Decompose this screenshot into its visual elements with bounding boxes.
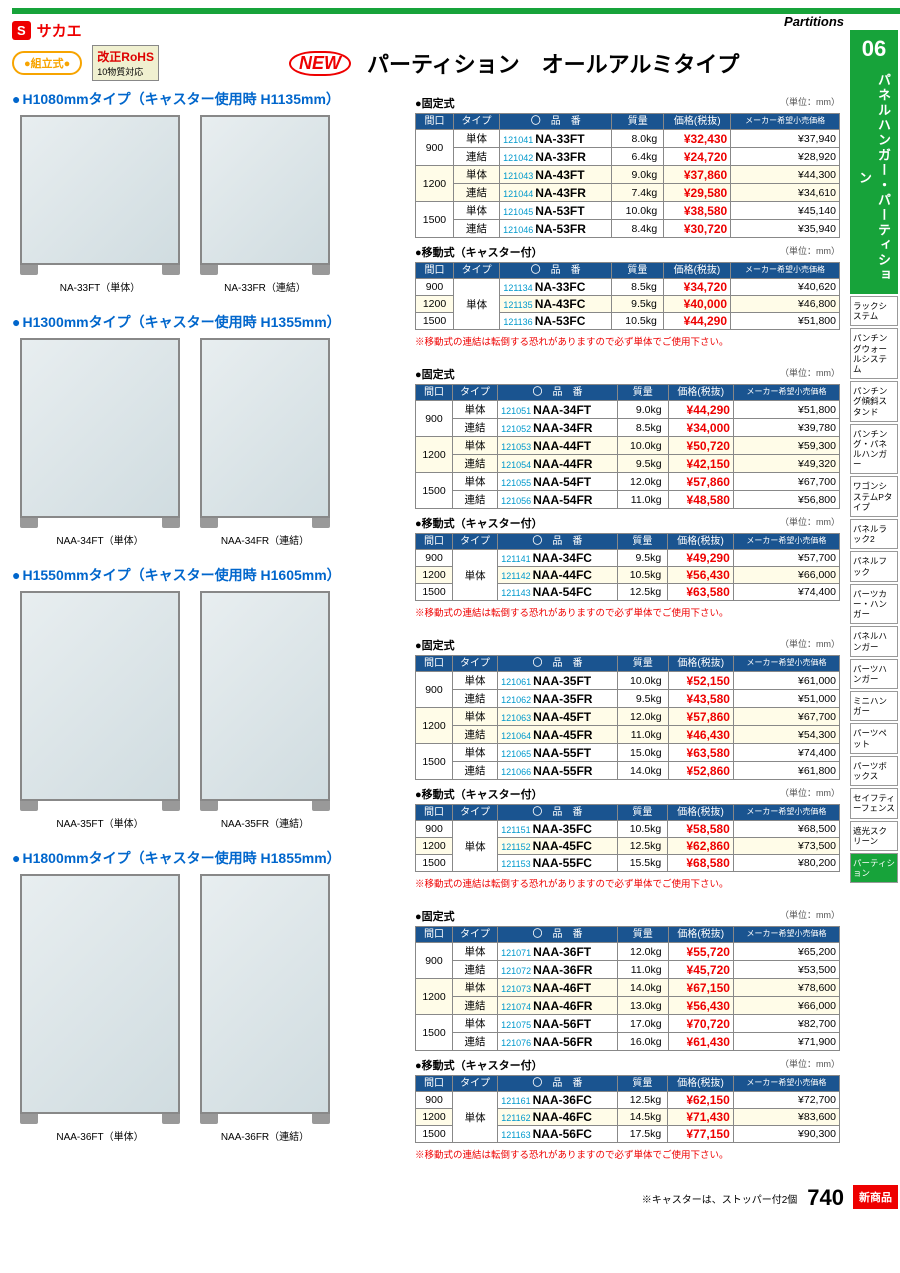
product-row: 連結121056NAA-54FR11.0kg¥48,580¥56,800	[416, 491, 840, 509]
mobile-warning: ※移動式の連結は転倒する恐れがありますので必ず単体でご使用下さい。	[415, 876, 840, 890]
new-badge: NEW	[289, 51, 351, 76]
product-row: 連結121044NA-43FR7.4kg¥29,580¥34,610	[416, 184, 840, 202]
panel-diagram: NAA-34FT（単体）	[20, 338, 180, 547]
product-row: 連結121076NAA-56FR16.0kg¥61,430¥71,900	[416, 1033, 840, 1051]
product-row: 1200単体121073NAA-46FT14.0kg¥67,150¥78,600	[416, 979, 840, 997]
product-row: 1200単体121053NAA-44FT10.0kg¥50,720¥59,300	[416, 437, 840, 455]
panel-diagram: NAA-34FR（連結）	[200, 338, 330, 547]
mobile-warning: ※移動式の連結は転倒する恐れがありますので必ず単体でご使用下さい。	[415, 1147, 840, 1161]
fixed-table-1: 間口タイプ〇 品 番質量価格(税抜)メーカー希望小売価格900単体121051N…	[415, 384, 840, 509]
fixed-label: ●固定式（単位：mm）	[415, 95, 840, 111]
panel-diagram: NAA-36FT（単体）	[20, 874, 180, 1143]
sidebar-tab-4[interactable]: ワゴンシステムPタイプ	[850, 476, 898, 517]
product-row: 1500単体121065NAA-55FT15.0kg¥63,580¥74,400	[416, 744, 840, 762]
product-row: 1200単体121043NA-43FT9.0kg¥37,860¥44,300	[416, 166, 840, 184]
sidebar-tab-9[interactable]: パーツハンガー	[850, 659, 898, 689]
brand-name: サカエ	[37, 20, 82, 41]
panel-diagram: NAA-35FR（連結）	[200, 591, 330, 830]
product-row: 1200単体121063NAA-45FT12.0kg¥57,860¥67,700	[416, 708, 840, 726]
product-row: 連結121052NAA-34FR8.5kg¥34,000¥39,780	[416, 419, 840, 437]
product-row: 1500単体121045NA-53FT10.0kg¥38,580¥45,140	[416, 202, 840, 220]
page-title: パーティション オールアルミタイプ	[367, 47, 739, 79]
section-title: パネルハンガー・パーティション	[855, 68, 893, 288]
sidebar-tab-5[interactable]: パネルラック2	[850, 519, 898, 549]
product-row: 連結121046NA-53FR8.4kg¥30,720¥35,940	[416, 220, 840, 238]
mobile-label: ●移動式（キャスター付）（単位：mm）	[415, 1057, 840, 1073]
product-row: 連結121072NAA-36FR11.0kg¥45,720¥53,500	[416, 961, 840, 979]
fixed-table-0: 間口タイプ〇 品 番質量価格(税抜)メーカー希望小売価格900単体121041N…	[415, 113, 840, 238]
product-row: 900単体121041NA-33FT8.0kg¥32,430¥37,940	[416, 130, 840, 148]
mobile-warning: ※移動式の連結は転倒する恐れがありますので必ず単体でご使用下さい。	[415, 605, 840, 619]
top-green-bar	[12, 8, 900, 14]
side-tabs: 06 パネルハンガー・パーティション ラックシステムパンチングウォールシステムパ…	[850, 30, 898, 883]
mobile-table-0: 間口タイプ〇 品 番質量価格(税抜)メーカー希望小売価格900単体121134N…	[415, 262, 840, 330]
fixed-label: ●固定式（単位：mm）	[415, 908, 840, 924]
panel-diagram: NA-33FR（連結）	[200, 115, 330, 294]
product-row: 連結121074NAA-46FR13.0kg¥56,430¥66,000	[416, 997, 840, 1015]
sidebar-tab-12[interactable]: パーツボックス	[850, 756, 898, 786]
product-row: 900単体121061NAA-35FT10.0kg¥52,150¥61,000	[416, 672, 840, 690]
section-heading-2: H1550mmタイプ（キャスター使用時 H1605mm）	[12, 565, 407, 585]
sidebar-tab-3[interactable]: パンチング・パネルハンガー	[850, 424, 898, 475]
product-row: 連結121062NAA-35FR9.5kg¥43,580¥51,000	[416, 690, 840, 708]
section-heading-0: H1080mmタイプ（キャスター使用時 H1135mm）	[12, 89, 407, 109]
panel-diagram: NAA-36FR（連結）	[200, 874, 330, 1143]
section-number: 06	[852, 36, 896, 62]
product-row: 連結121042NA-33FR6.4kg¥24,720¥28,920	[416, 148, 840, 166]
product-row: 900単体121071NAA-36FT12.0kg¥55,720¥65,200	[416, 943, 840, 961]
sidebar-tab-11[interactable]: パーツペット	[850, 723, 898, 753]
sidebar-tab-13[interactable]: セイフティーフェンス	[850, 788, 898, 818]
partitions-label: Partitions	[784, 14, 844, 29]
sidebar-tab-0[interactable]: ラックシステム	[850, 296, 898, 326]
rohs-badge: 改正RoHS10物質対応	[92, 45, 159, 81]
sidebar-tab-8[interactable]: パネルハンガー	[850, 626, 898, 656]
product-row: 1500単体121055NAA-54FT12.0kg¥57,860¥67,700	[416, 473, 840, 491]
product-row: 連結121054NAA-44FR9.5kg¥42,150¥49,320	[416, 455, 840, 473]
logo-s-icon: S	[12, 21, 31, 40]
product-row: 900単体121161NAA-36FC12.5kg¥62,150¥72,700	[416, 1092, 840, 1109]
fixed-label: ●固定式（単位：mm）	[415, 366, 840, 382]
fixed-table-3: 間口タイプ〇 品 番質量価格(税抜)メーカー希望小売価格900単体121071N…	[415, 926, 840, 1051]
product-row: 900単体121151NAA-35FC10.5kg¥58,580¥68,500	[416, 821, 840, 838]
sidebar-tab-7[interactable]: パーツカー・ハンガー	[850, 584, 898, 625]
sidebar-tab-6[interactable]: パネルフック	[850, 551, 898, 581]
sidebar-tab-15[interactable]: パーティション	[850, 853, 898, 883]
mobile-table-2: 間口タイプ〇 品 番質量価格(税抜)メーカー希望小売価格900単体121151N…	[415, 804, 840, 872]
section-heading-3: H1800mmタイプ（キャスター使用時 H1855mm）	[12, 848, 407, 868]
product-row: 900単体121134NA-33FC8.5kg¥34,720¥40,620	[416, 279, 840, 296]
diagrams-column: H1080mmタイプ（キャスター使用時 H1135mm） NA-33FT（単体）…	[12, 89, 407, 1179]
new-product-badge: 新商品	[853, 1185, 898, 1209]
mobile-table-3: 間口タイプ〇 品 番質量価格(税抜)メーカー希望小売価格900単体121161N…	[415, 1075, 840, 1143]
mobile-label: ●移動式（キャスター付）（単位：mm）	[415, 786, 840, 802]
product-row: 900単体121141NAA-34FC9.5kg¥49,290¥57,700	[416, 550, 840, 567]
fixed-label: ●固定式（単位：mm）	[415, 637, 840, 653]
product-row: 1500単体121075NAA-56FT17.0kg¥70,720¥82,700	[416, 1015, 840, 1033]
sidebar-tab-1[interactable]: パンチングウォールシステム	[850, 328, 898, 379]
panel-diagram: NA-33FT（単体）	[20, 115, 180, 294]
mobile-table-1: 間口タイプ〇 品 番質量価格(税抜)メーカー希望小売価格900単体121141N…	[415, 533, 840, 601]
caster-footnote: ※キャスターは、ストッパー付2個	[642, 1191, 798, 1206]
section-tab-06: 06 パネルハンガー・パーティション	[850, 30, 898, 294]
product-row: 900単体121051NAA-34FT9.0kg¥44,290¥51,800	[416, 401, 840, 419]
mobile-label: ●移動式（キャスター付）（単位：mm）	[415, 244, 840, 260]
page-number: 740	[807, 1185, 844, 1211]
sidebar-tab-2[interactable]: パンチング傾斜スタンド	[850, 381, 898, 422]
sidebar-tab-14[interactable]: 遮光スクリーン	[850, 821, 898, 851]
tables-column: ●固定式（単位：mm） 間口タイプ〇 品 番質量価格(税抜)メーカー希望小売価格…	[415, 89, 840, 1179]
section-heading-1: H1300mmタイプ（キャスター使用時 H1355mm）	[12, 312, 407, 332]
fixed-table-2: 間口タイプ〇 品 番質量価格(税抜)メーカー希望小売価格900単体121061N…	[415, 655, 840, 780]
mobile-label: ●移動式（キャスター付）（単位：mm）	[415, 515, 840, 531]
product-row: 連結121064NAA-45FR11.0kg¥46,430¥54,300	[416, 726, 840, 744]
assembly-badge: ●組立式●	[12, 51, 82, 75]
mobile-warning: ※移動式の連結は転倒する恐れがありますので必ず単体でご使用下さい。	[415, 334, 840, 348]
panel-diagram: NAA-35FT（単体）	[20, 591, 180, 830]
product-row: 連結121066NAA-55FR14.0kg¥52,860¥61,800	[416, 762, 840, 780]
sidebar-tab-10[interactable]: ミニハンガー	[850, 691, 898, 721]
